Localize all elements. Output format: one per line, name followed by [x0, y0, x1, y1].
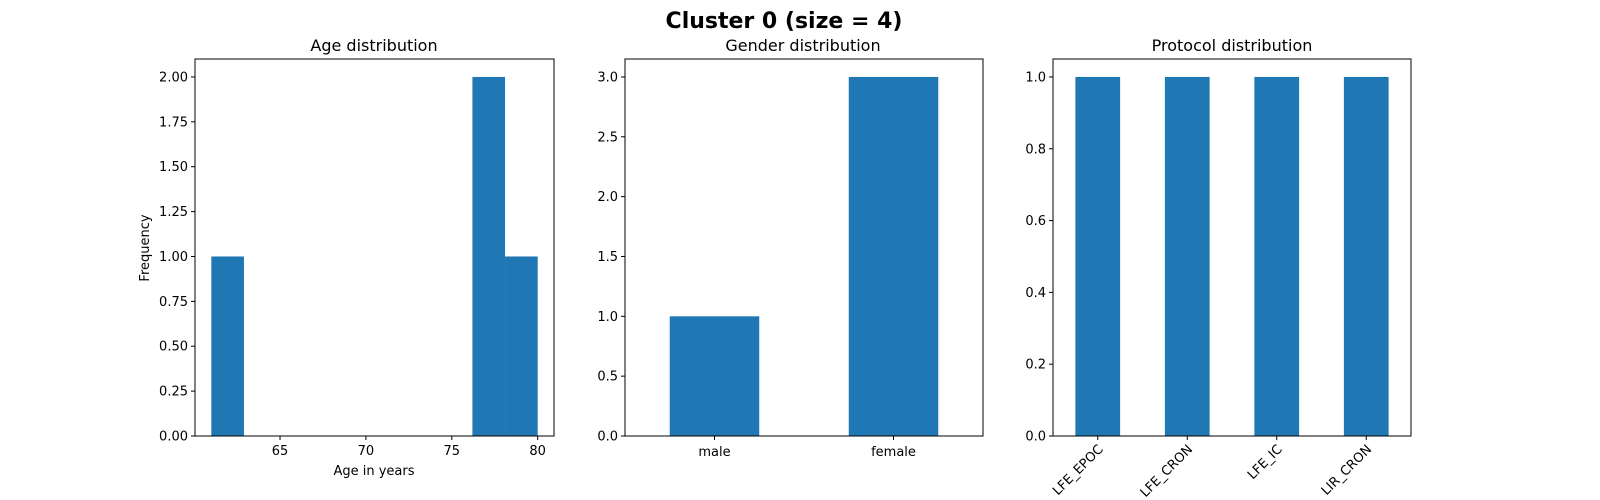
age-histogram-bars: [211, 76, 538, 436]
age-x-tick-label: 80: [529, 444, 546, 459]
age-y-tick-label: 0.25: [159, 385, 188, 400]
protocol-y-tick-label: 0.2: [1025, 358, 1046, 373]
age-y-tick-label: 1.50: [159, 160, 188, 175]
protocol-bar: [1164, 76, 1210, 436]
protocol-bar: [1075, 76, 1121, 436]
gender-y-tick-label: 1.5: [597, 250, 618, 265]
gender-bar: [669, 316, 760, 436]
protocol-bars: [1075, 76, 1389, 436]
gender-y-tick-label: 0.0: [597, 430, 618, 445]
age-y-tick-label: 0.00: [159, 430, 188, 445]
age-y-tick-label: 0.50: [159, 340, 188, 355]
protocol-y-tick-label: 0.8: [1025, 142, 1046, 157]
gender-x-tick-label: male: [698, 445, 730, 460]
gender-y-ticks: 0.0 0.5 1.0 1.5 2.0 2.5 3.0: [597, 70, 625, 445]
figure-suptitle: Cluster 0 (size = 4): [666, 9, 903, 34]
age-x-tick-label: 70: [358, 444, 375, 459]
gender-x-ticks: male female: [698, 436, 916, 460]
age-plot-frame: [194, 58, 555, 437]
age-x-tick-label: 75: [444, 444, 461, 459]
age-y-tick-label: 0.75: [159, 295, 188, 310]
gender-y-tick-label: 3.0: [597, 70, 618, 85]
gender-distribution-chart: Gender distribution 0.0 0.5 1.0 1.5 2.0 2.5 3.…: [597, 36, 984, 460]
gender-plot-frame: [624, 58, 984, 437]
age-histogram-bar: [211, 256, 244, 436]
protocol-y-tick-label: 0.0: [1025, 430, 1046, 445]
gender-bars: [669, 76, 939, 436]
age-x-axis-label: Age in years: [333, 464, 414, 479]
age-x-tick-label: 65: [272, 444, 289, 459]
age-histogram-bar: [472, 76, 506, 436]
age-y-tick-label: 1.00: [159, 250, 188, 265]
age-distribution-title: Age distribution: [310, 36, 437, 55]
gender-y-tick-label: 0.5: [597, 370, 618, 385]
protocol-bar: [1254, 76, 1300, 436]
protocol-bar: [1343, 76, 1389, 436]
age-y-tick-label: 1.25: [159, 205, 188, 220]
protocol-y-tick-label: 0.4: [1025, 286, 1046, 301]
age-x-ticks: 65 70 75 80: [272, 436, 546, 459]
protocol-y-ticks: 0.0 0.2 0.4 0.6 0.8 1.0: [1025, 70, 1053, 445]
gender-distribution-title: Gender distribution: [725, 36, 880, 55]
protocol-plot-frame: [1052, 58, 1412, 437]
age-y-tick-label: 2.00: [159, 70, 188, 85]
age-y-ticks: 0.00 0.25 0.50 0.75 1.00 1.25 1.50 1.75 2.00: [159, 70, 195, 445]
gender-x-tick-label: female: [871, 445, 916, 460]
gender-y-tick-label: 2.0: [597, 190, 618, 205]
gender-y-tick-label: 1.0: [597, 310, 618, 325]
gender-bar: [848, 76, 939, 436]
protocol-y-tick-label: 0.6: [1025, 214, 1046, 229]
protocol-y-tick-label: 1.0: [1025, 70, 1046, 85]
age-distribution-chart: Age distribution 0.00 0.25 0.50 0.75 1.00 1.2…: [138, 36, 555, 479]
age-y-axis-label: Frequency: [138, 214, 153, 281]
age-histogram-bar: [505, 256, 538, 436]
age-y-tick-label: 1.75: [159, 115, 188, 130]
gender-y-tick-label: 2.5: [597, 130, 618, 145]
protocol-distribution-title: Protocol distribution: [1152, 36, 1313, 55]
